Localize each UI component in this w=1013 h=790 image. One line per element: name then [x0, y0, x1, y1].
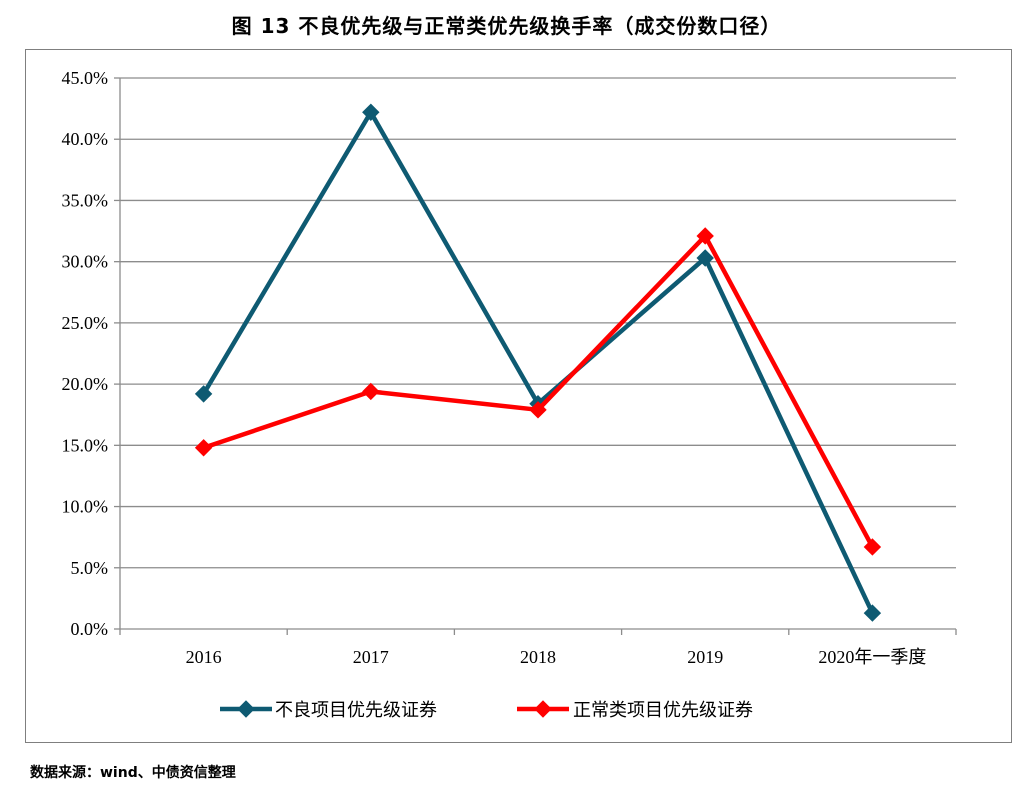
- x-tick-label: 2016: [186, 647, 222, 667]
- chart-frame: [25, 49, 1012, 743]
- data-point-marker: [194, 385, 213, 403]
- y-tick-label: 45.0%: [62, 68, 109, 88]
- legend-marker: [237, 700, 255, 718]
- y-tick-label: 15.0%: [62, 435, 109, 455]
- x-tick-labels: 2016 2017 2018 2019 2020年一季度: [186, 647, 927, 667]
- data-point-marker: [362, 382, 380, 401]
- x-tick-label: 2019: [687, 647, 723, 667]
- chart-title: 图 13 不良优先级与正常类优先级换手率（成交份数口径）: [231, 14, 782, 38]
- y-tick-label: 0.0%: [71, 619, 109, 639]
- source-note: 数据来源：wind、中债资信整理: [30, 765, 236, 781]
- axes: [114, 77, 957, 635]
- data-point-marker: [863, 538, 882, 556]
- y-tick-label: 40.0%: [62, 129, 109, 149]
- data-point-marker: [529, 401, 547, 419]
- data-point-marker: [362, 103, 380, 121]
- y-tick-label: 25.0%: [62, 313, 109, 333]
- series-npl: [194, 103, 882, 622]
- data-point-marker: [696, 227, 714, 245]
- legend-label: 不良项目优先级证券: [275, 700, 437, 721]
- data-point-marker: [194, 439, 213, 457]
- x-tick-label: 2017: [353, 647, 389, 667]
- data-point-marker: [696, 249, 714, 267]
- legend: 不良项目优先级证券 正常类项目优先级证券: [220, 700, 753, 721]
- series-line: [201, 233, 875, 550]
- x-tick-label: 2018: [520, 647, 556, 667]
- legend-item: 不良项目优先级证券: [220, 700, 437, 721]
- y-tick-label: 5.0%: [71, 558, 109, 578]
- series: [194, 103, 882, 622]
- y-tick-label: 20.0%: [62, 374, 109, 394]
- legend-item: 正常类项目优先级证券: [517, 700, 753, 721]
- x-tick-label: 2020年一季度: [818, 647, 926, 667]
- gridlines: [120, 77, 956, 569]
- y-tick-label: 30.0%: [62, 252, 109, 272]
- y-tick-labels: 0.0% 5.0% 10.0% 15.0% 20.0% 25.0% 30.0% 35.0% 40…: [62, 68, 109, 639]
- series-normal: [194, 227, 882, 556]
- legend-label: 正常类项目优先级证券: [573, 700, 753, 721]
- data-point-marker: [863, 604, 882, 622]
- legend-marker: [534, 700, 552, 718]
- y-tick-label: 10.0%: [62, 497, 109, 517]
- y-tick-label: 35.0%: [62, 190, 109, 210]
